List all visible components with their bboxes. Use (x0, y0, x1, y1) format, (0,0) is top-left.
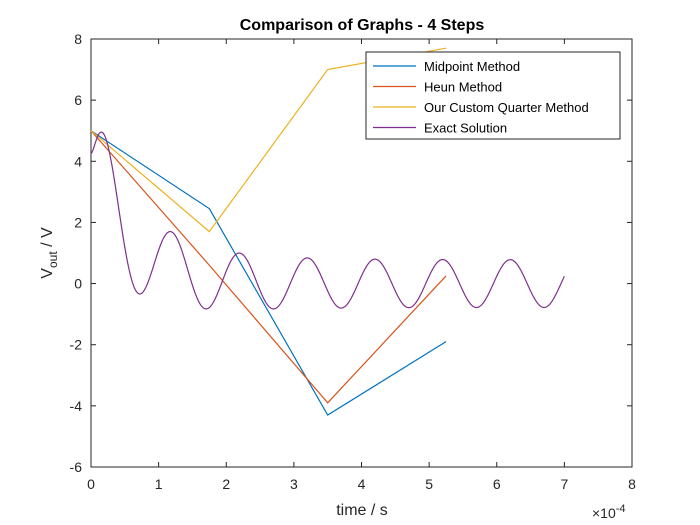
legend-items: Midpoint Method Heun Method Our Custom Qua… (373, 59, 589, 136)
x-tick-label: 2 (222, 476, 230, 492)
x-tick-label: 4 (358, 476, 366, 492)
x-exponent-base: ×10 (592, 505, 616, 521)
series-line-midpoint-method (90, 130, 447, 416)
y-tick-label: 6 (74, 92, 82, 108)
x-tick-label: 6 (493, 476, 501, 492)
y-axis-label: Vout / V (39, 227, 60, 279)
tick-layer: 0 1 2 3 4 5 6 7 8 -6 -4 -2 0 2 4 6 8 (70, 31, 637, 492)
legend-label-our-custom-quarter-method: Our Custom Quarter Method (424, 100, 589, 115)
x-tick-label: 0 (87, 476, 95, 492)
y-tick-label: -2 (70, 337, 83, 353)
x-exponent-label: ×10-4 (592, 503, 626, 521)
x-axis-label: time / s (336, 502, 388, 519)
y-tick-label: 4 (74, 153, 82, 169)
legend-label-exact-solution: Exact Solution (424, 121, 507, 136)
x-tick-label: 7 (560, 476, 568, 492)
legend: Midpoint Method Heun Method Our Custom Qua… (365, 51, 621, 140)
y-axis-label-sub: out (46, 251, 60, 268)
series-layer (90, 47, 565, 416)
y-tick-label: 0 (74, 276, 82, 292)
legend-label-heun-method: Heun Method (424, 80, 502, 95)
y-tick-label: 2 (74, 214, 82, 230)
series-line-exact-solution (90, 131, 565, 310)
legend-label-midpoint-method: Midpoint Method (424, 59, 520, 74)
x-tick-label: 8 (628, 476, 636, 492)
y-tick-label: -6 (70, 459, 83, 475)
x-tick-label: 5 (425, 476, 433, 492)
y-tick-label: -4 (70, 398, 83, 414)
series-line-heun-method (90, 130, 447, 404)
x-tick-label: 3 (290, 476, 298, 492)
x-tick-label: 1 (155, 476, 163, 492)
chart-title: Comparison of Graphs - 4 Steps (240, 17, 485, 34)
y-tick-label: 8 (74, 31, 82, 47)
y-axis-label-main: V (39, 268, 56, 279)
x-exponent-power: -4 (616, 503, 626, 515)
y-axis-label-rest: / V (39, 227, 56, 251)
